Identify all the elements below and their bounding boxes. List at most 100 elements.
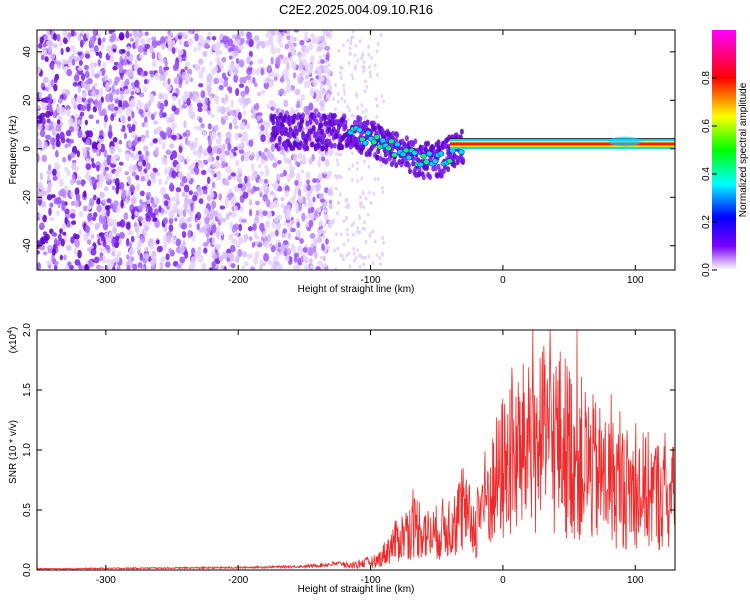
spectrogram-cell [244,151,249,158]
spectrogram-ridge-peak [402,147,410,154]
spectrogram-cell [275,56,281,65]
spectrogram-cell [107,216,113,224]
spectrogram-cell [171,95,177,101]
spectrogram-cell [317,60,321,65]
spectrogram-ridge-cell [417,167,422,174]
spectrogram-cell [91,161,95,168]
spectrogram-cell [114,254,120,263]
spectrogram-cell [159,73,164,82]
spectrogram-cell [131,111,135,119]
spectrogram-cell [244,175,248,184]
spectrogram-cell [207,166,212,174]
spectrogram-cell [269,190,275,196]
spectrogram-cell [102,198,107,204]
colorbar-tick-label: 0.8 [701,71,712,85]
spectrogram-cell [247,226,253,232]
spectrogram-cell [317,159,321,168]
spectrogram-cell [166,126,172,135]
spectrogram-cell [332,218,336,223]
spectrogram-cell [185,193,189,203]
spectrogram-ridge-cell [426,140,431,147]
spectrogram-cell [136,232,141,239]
y-tick-label: -20 [22,190,33,205]
spectrogram-cell [250,114,257,119]
spectrogram-cell [346,117,350,122]
spectrogram-cell [193,166,198,173]
spectrogram-cell [379,151,383,156]
spectrogram-cell [187,37,193,47]
spectrogram-cell [267,260,273,266]
spectrogram-cell [345,215,348,220]
spectrogram-cell [146,37,152,44]
spectrogram-cell [138,155,144,163]
spectrogram-ridge-cell [329,142,334,149]
spectrogram-ridge-cell [308,118,313,125]
spectrogram-cell [81,146,87,152]
spectrogram-cell [46,194,53,201]
spectrogram-cell [64,208,70,215]
spectrogram-cell [143,70,148,76]
spectrogram-cell [197,107,203,113]
spectrogram-cell [306,196,312,201]
spectrogram-cell [356,178,359,183]
spectrogram-cell [224,199,229,209]
spectrogram-cell [81,91,88,99]
spectrogram-cell [143,79,148,85]
spectrogram-cell [62,231,67,236]
spectrogram-cell [144,122,149,128]
spectrogram-cell [354,64,357,69]
spectrogram-cell [244,85,250,95]
spectrogram-cell [256,115,262,122]
spectrogram-cell [273,76,278,82]
spectrogram-ridge-cell [391,130,396,137]
spectrogram-cell [133,222,138,227]
spectrogram-cell [201,226,206,233]
spectrogram-cell [53,110,57,117]
spectrogram-cell [86,30,90,39]
spectrogram-cell [350,223,354,228]
spectrogram-cell [291,171,296,177]
spectrogram-cell [105,237,112,244]
spectrogram-cell [177,98,182,106]
spectrogram-ridge-cell [314,118,319,125]
spectrogram-cell [273,193,277,199]
spectrogram-cell [190,145,194,151]
spectrogram-cell [370,55,373,60]
spectrogram-cell [170,154,174,161]
spectrogram-cell [229,109,234,116]
spectrogram-cell [232,239,237,245]
spectrogram-cell [278,186,283,192]
spectrogram-cell [297,188,302,197]
spectrogram-cell [279,88,285,95]
spectrogram-cell [126,265,131,270]
spectrogram-cell [192,90,197,96]
spectrogram-cell [56,119,61,125]
spectrogram-cell [217,212,223,220]
spectrogram-cell [357,214,361,219]
spectrogram-cell [325,30,330,38]
spectrogram-cell [336,91,340,96]
spectrogram-cell [74,199,80,208]
spectrogram-cell [373,239,377,244]
spectrogram-cell [218,84,224,91]
spectrogram-cell [118,63,123,73]
spectrogram-cell [322,32,326,37]
spectrogram-cell [100,216,106,226]
spectrogram-cell [47,181,52,189]
spectrogram-cell [181,222,188,230]
spectrogram-cell [206,156,213,163]
spectrogram-cell [125,189,132,198]
y-tick-label: -40 [22,238,33,253]
spectrogram-cell [92,106,97,113]
spectrogram-cell [262,182,268,190]
spectrogram-cell [289,197,296,204]
spectrogram-cell [259,58,264,65]
spectrogram-ridge-peak [449,147,456,154]
spectrogram-cell [319,64,325,70]
spectrogram-cell [140,175,146,182]
spectrogram-cell [293,188,297,197]
spectrogram-cell [158,178,163,186]
spectrogram-ridge-cell [384,157,389,164]
spectrogram-cell [266,30,271,36]
spectrogram-cell [274,229,279,237]
